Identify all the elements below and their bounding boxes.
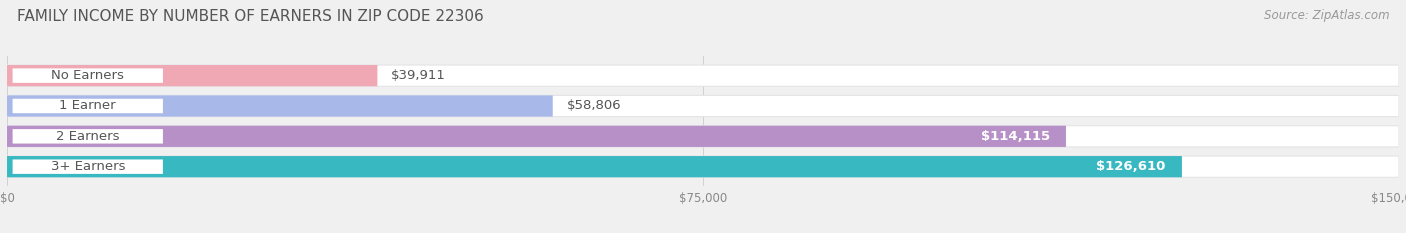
FancyBboxPatch shape: [13, 99, 163, 113]
Text: 2 Earners: 2 Earners: [56, 130, 120, 143]
FancyBboxPatch shape: [970, 129, 1060, 144]
FancyBboxPatch shape: [7, 65, 377, 86]
FancyBboxPatch shape: [7, 126, 1399, 147]
FancyBboxPatch shape: [7, 65, 1399, 86]
FancyBboxPatch shape: [7, 156, 1399, 177]
Text: 3+ Earners: 3+ Earners: [51, 160, 125, 173]
FancyBboxPatch shape: [1085, 159, 1177, 174]
Text: $58,806: $58,806: [567, 99, 621, 113]
FancyBboxPatch shape: [7, 95, 1399, 116]
Text: $126,610: $126,610: [1097, 160, 1166, 173]
FancyBboxPatch shape: [7, 156, 1182, 177]
Text: $114,115: $114,115: [980, 130, 1050, 143]
Text: Source: ZipAtlas.com: Source: ZipAtlas.com: [1264, 9, 1389, 22]
FancyBboxPatch shape: [13, 159, 163, 174]
Text: No Earners: No Earners: [52, 69, 124, 82]
Text: $39,911: $39,911: [391, 69, 446, 82]
FancyBboxPatch shape: [13, 129, 163, 144]
FancyBboxPatch shape: [7, 95, 553, 116]
Text: FAMILY INCOME BY NUMBER OF EARNERS IN ZIP CODE 22306: FAMILY INCOME BY NUMBER OF EARNERS IN ZI…: [17, 9, 484, 24]
FancyBboxPatch shape: [13, 69, 163, 83]
FancyBboxPatch shape: [7, 126, 1066, 147]
Text: 1 Earner: 1 Earner: [59, 99, 117, 113]
